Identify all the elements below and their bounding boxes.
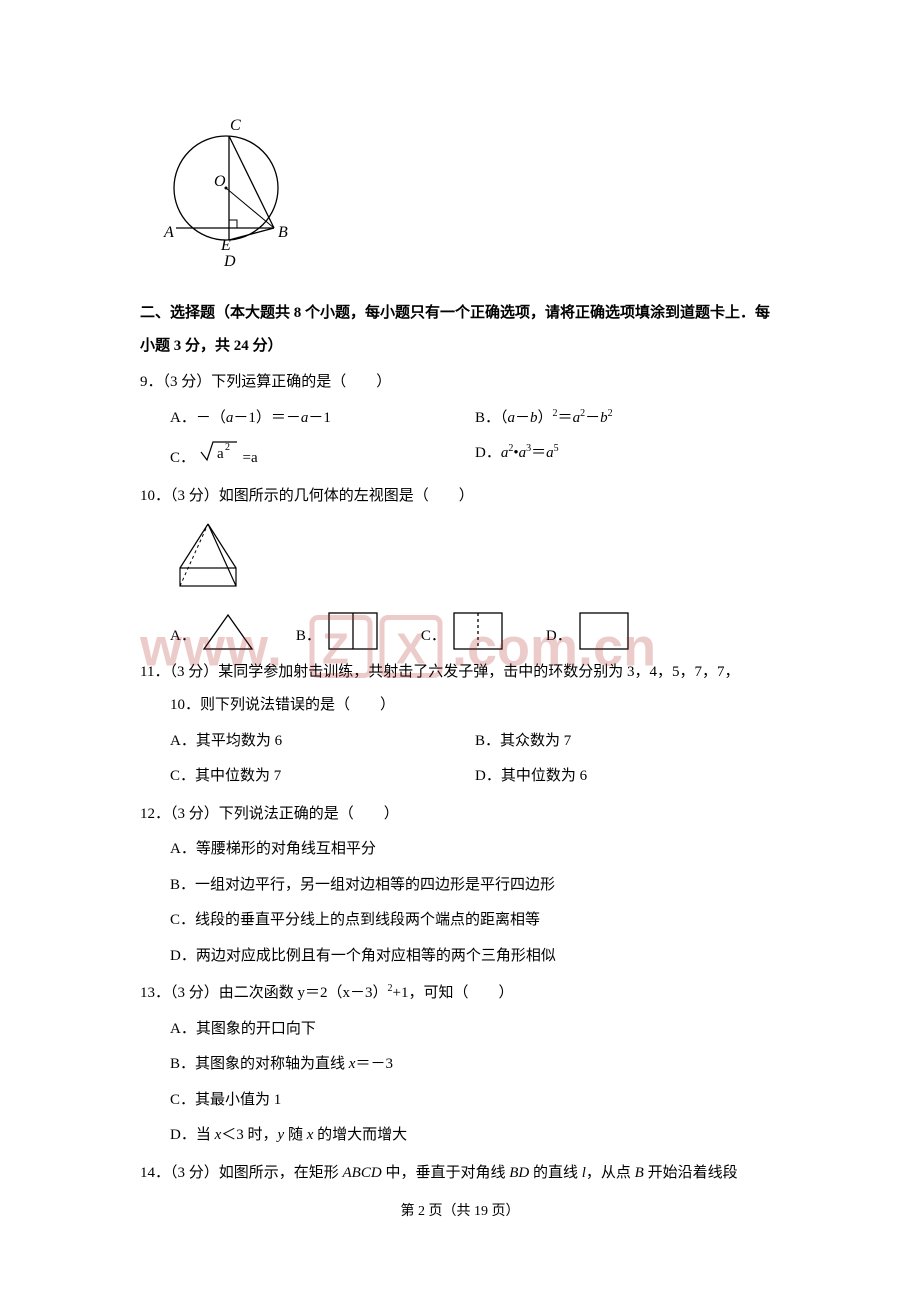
q11-option-c: C．其中位数为 7 bbox=[170, 759, 475, 795]
question-9: 9．（3 分）下列运算正确的是（ ） A．－（a－1）＝－a－1 B．（a－b）… bbox=[140, 367, 780, 477]
q14-text: 14．（3 分）如图所示，在矩形 ABCD 中，垂直于对角线 BD 的直线 l，… bbox=[140, 1158, 780, 1190]
q11-option-a: A．其平均数为 6 bbox=[170, 724, 475, 760]
q13-option-a: A．其图象的开口向下 bbox=[170, 1012, 780, 1048]
q9-option-c: C． a 2 =a bbox=[170, 436, 475, 477]
q11-text-2: 10．则下列说法错误的是（ ） bbox=[140, 690, 780, 722]
q9-option-a: A．－（a－1）＝－a－1 bbox=[170, 401, 475, 437]
page-footer: 第 2 页（共 19 页） bbox=[0, 1200, 920, 1220]
q9-option-d: D．a2•a3＝a5 bbox=[475, 436, 780, 477]
q11-option-d: D．其中位数为 6 bbox=[475, 759, 780, 795]
svg-text:A: A bbox=[163, 224, 174, 241]
svg-text:O: O bbox=[214, 173, 226, 190]
section-2-heading: 二、选择题（本大题共 8 个小题，每小题只有一个正确选项，请将正确选项填涂到道题… bbox=[140, 297, 780, 363]
q13-text: 13．（3 分）由二次函数 y＝2（x－3）2+1，可知（ ） bbox=[140, 978, 780, 1010]
circle-figure: C O A E B D bbox=[162, 110, 290, 270]
q11-option-b: B．其众数为 7 bbox=[475, 724, 780, 760]
q10-option-b: B． bbox=[296, 609, 381, 653]
q12-text: 12．（3 分）下列说法正确的是（ ） bbox=[140, 799, 780, 831]
question-14: 14．（3 分）如图所示，在矩形 ABCD 中，垂直于对角线 BD 的直线 l，… bbox=[140, 1158, 780, 1190]
svg-text:2: 2 bbox=[225, 442, 230, 453]
svg-text:C: C bbox=[230, 117, 241, 134]
q10-options: A． B． C． D． bbox=[140, 609, 780, 653]
svg-text:B: B bbox=[278, 224, 288, 241]
q10-body-figure bbox=[170, 518, 780, 603]
q13-option-c: C．其最小值为 1 bbox=[170, 1083, 780, 1119]
q13-option-d: D．当 x＜3 时，y 随 x 的增大而增大 bbox=[170, 1118, 780, 1154]
svg-text:D: D bbox=[223, 253, 236, 270]
q8-circle-diagram: C O A E B D bbox=[162, 110, 780, 275]
page-container: C O A E B D 二、选择题（本大题共 8 个小题，每小题只有一个正确选项… bbox=[0, 0, 920, 1302]
q10-option-c: C． bbox=[421, 609, 506, 653]
q13-option-b: B．其图象的对称轴为直线 x＝－3 bbox=[170, 1047, 780, 1083]
q11-text-1: 11．（3 分）某同学参加射击训练，共射击了六发子弹，击中的环数分别为 3，4，… bbox=[140, 657, 780, 689]
question-13: 13．（3 分）由二次函数 y＝2（x－3）2+1，可知（ ） A．其图象的开口… bbox=[140, 978, 780, 1154]
question-11: 11．（3 分）某同学参加射击训练，共射击了六发子弹，击中的环数分别为 3，4，… bbox=[140, 657, 780, 795]
sqrt-icon: a 2 bbox=[199, 438, 239, 462]
question-10: 10．（3 分）如图所示的几何体的左视图是（ ） A． bbox=[140, 481, 780, 653]
q10-option-a: A． bbox=[170, 611, 256, 653]
q9-text: 9．（3 分）下列运算正确的是（ ） bbox=[140, 367, 780, 399]
q9-option-b: B．（a－b）2＝a2－b2 bbox=[475, 401, 780, 437]
q12-option-c: C．线段的垂直平分线上的点到线段两个端点的距离相等 bbox=[170, 903, 780, 939]
svg-text:E: E bbox=[220, 237, 231, 254]
q10-text: 10．（3 分）如图所示的几何体的左视图是（ ） bbox=[140, 481, 780, 513]
q10-option-d: D． bbox=[546, 609, 632, 653]
svg-text:a: a bbox=[217, 446, 224, 462]
question-12: 12．（3 分）下列说法正确的是（ ） A．等腰梯形的对角线互相平分 B．一组对… bbox=[140, 799, 780, 975]
q12-option-d: D．两边对应成比例且有一个角对应相等的两个三角形相似 bbox=[170, 939, 780, 975]
q12-option-a: A．等腰梯形的对角线互相平分 bbox=[170, 832, 780, 868]
q12-option-b: B．一组对边平行，另一组对边相等的四边形是平行四边形 bbox=[170, 868, 780, 904]
